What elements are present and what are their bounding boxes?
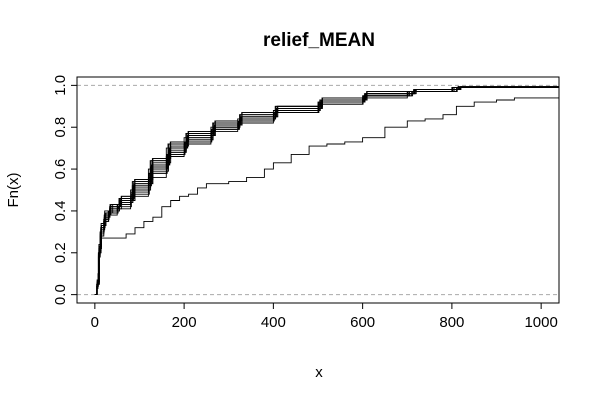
y-tick-label-5: 1.0 [52, 75, 69, 96]
series-line-6 [94, 85, 560, 296]
x-tick-label-3: 600 [350, 314, 375, 331]
series-line-3 [94, 85, 560, 296]
series-line-9 [94, 85, 560, 296]
x-tick-label-2: 400 [261, 314, 286, 331]
y-tick-label-4: 0.8 [52, 117, 69, 138]
series-line-4 [94, 85, 560, 296]
y-axis: 0.0 0.2 0.4 0.6 0.8 1.0 [52, 75, 77, 305]
series-line-2 [94, 85, 560, 296]
x-tick-label-1: 200 [172, 314, 197, 331]
y-tick-label-3: 0.6 [52, 159, 69, 180]
y-axis-label: Fn(x) [5, 173, 22, 208]
x-tick-label-0: 0 [91, 314, 99, 331]
series-line-10 [94, 85, 560, 296]
series-line-11 [94, 85, 560, 296]
series-line-14 [94, 85, 560, 296]
y-tick-label-1: 0.2 [52, 242, 69, 263]
x-tick-label-5: 1000 [524, 314, 557, 331]
x-axis: 0 200 400 600 800 1000 [91, 303, 558, 331]
series-line-15 [94, 97, 559, 296]
x-axis-label: x [315, 364, 323, 381]
series-line-8 [94, 85, 560, 296]
reference-lines [77, 84, 559, 296]
x-tick-label-4: 800 [439, 314, 464, 331]
series-group [94, 85, 560, 296]
series-line-12 [94, 85, 560, 296]
series-line-1 [94, 85, 560, 296]
chart-title: relief_MEAN [263, 30, 375, 51]
series-line-13 [94, 85, 560, 296]
series-line-7 [94, 85, 560, 296]
series-line-5 [94, 85, 560, 296]
y-tick-label-2: 0.4 [52, 200, 69, 221]
y-tick-label-0: 0.0 [52, 284, 69, 305]
plot-frame [76, 76, 560, 304]
